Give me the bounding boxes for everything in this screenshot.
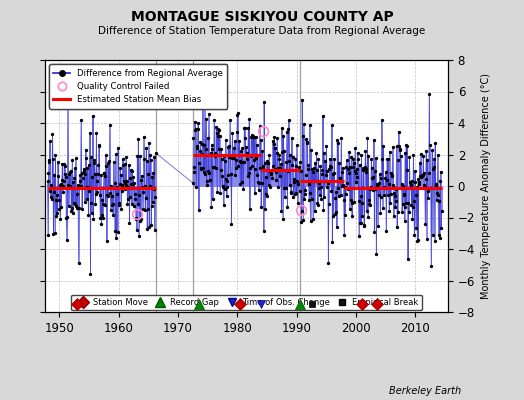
Text: Berkeley Earth: Berkeley Earth xyxy=(389,386,461,396)
Y-axis label: Monthly Temperature Anomaly Difference (°C): Monthly Temperature Anomaly Difference (… xyxy=(481,73,490,299)
Text: Difference of Station Temperature Data from Regional Average: Difference of Station Temperature Data f… xyxy=(99,26,425,36)
Legend: Station Move, Record Gap, Time of Obs. Change, Empirical Break: Station Move, Record Gap, Time of Obs. C… xyxy=(71,295,421,310)
Text: MONTAGUE SISKIYOU COUNTY AP: MONTAGUE SISKIYOU COUNTY AP xyxy=(130,10,394,24)
